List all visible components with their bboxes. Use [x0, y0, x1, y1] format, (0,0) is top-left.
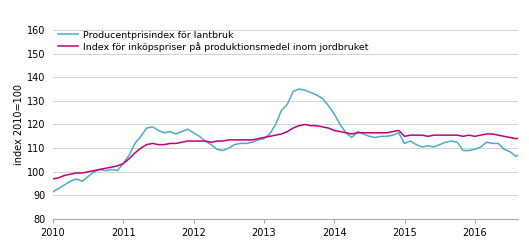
Index för inköpspriser på produktionsmedel inom jordbruket: [501, 135, 507, 138]
Line: Index för inköpspriser på produktionsmedel inom jordbruket: Index för inköpspriser på produktionsmed…: [53, 124, 529, 179]
Y-axis label: index 2010=100: index 2010=100: [14, 84, 24, 165]
Producentprisindex för lantbruk: [120, 162, 126, 165]
Producentprisindex för lantbruk: [501, 148, 507, 151]
Line: Producentprisindex för lantbruk: Producentprisindex för lantbruk: [53, 89, 529, 192]
Index för inköpspriser på produktionsmedel inom jordbruket: [208, 141, 214, 144]
Index för inköpspriser på produktionsmedel inom jordbruket: [302, 123, 308, 126]
Producentprisindex för lantbruk: [419, 145, 425, 148]
Index för inköpspriser på produktionsmedel inom jordbruket: [50, 177, 56, 180]
Legend: Producentprisindex för lantbruk, Index för inköpspriser på produktionsmedel inom: Producentprisindex för lantbruk, Index f…: [58, 31, 369, 52]
Producentprisindex för lantbruk: [50, 190, 56, 193]
Producentprisindex för lantbruk: [489, 142, 496, 145]
Producentprisindex för lantbruk: [296, 88, 302, 91]
Index för inköpspriser på produktionsmedel inom jordbruket: [489, 132, 496, 135]
Index för inköpspriser på produktionsmedel inom jordbruket: [419, 134, 425, 137]
Producentprisindex för lantbruk: [208, 143, 214, 146]
Index för inköpspriser på produktionsmedel inom jordbruket: [120, 162, 126, 165]
